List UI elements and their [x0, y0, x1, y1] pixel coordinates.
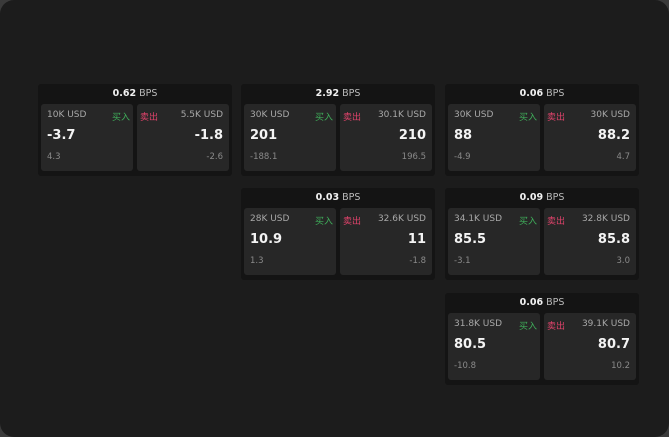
buy-label: 买入 [314, 113, 333, 123]
spread-header: 0.03 BPS [241, 188, 435, 208]
buy-price: 201 [250, 128, 278, 143]
sell-change: -1.8 [409, 256, 426, 266]
sell-label: 卖出 [343, 217, 362, 227]
spread-header: 0.09 BPS [445, 188, 639, 208]
buy-change: -4.9 [454, 152, 471, 162]
buy-change: 1.3 [250, 256, 264, 266]
buy-price: 85.5 [454, 232, 487, 247]
buy-label: 买入 [111, 113, 130, 123]
sell-price: 210 [398, 128, 426, 143]
sell-change: 4.7 [616, 152, 630, 162]
spread-value: 0.09 [519, 192, 544, 203]
buy-change: -188.1 [250, 152, 278, 162]
sell-price: 11 [407, 232, 426, 247]
buy-label: 买入 [518, 322, 537, 332]
buy-quote[interactable]: 10K USD 买入 -3.7 4.3 [41, 104, 133, 171]
buy-quantity: 28K USD [250, 214, 290, 224]
buy-quantity: 30K USD [250, 110, 290, 120]
spread-unit: BPS [546, 192, 565, 203]
sell-quote[interactable]: 32.6K USD 卖出 11 -1.8 [340, 208, 432, 275]
sell-change: -2.6 [206, 152, 223, 162]
sell-label: 卖出 [547, 217, 566, 227]
buy-label: 买入 [314, 217, 333, 227]
spread-header: 2.92 BPS [241, 84, 435, 104]
buy-change: 4.3 [47, 152, 61, 162]
buy-quantity: 31.8K USD [454, 319, 503, 329]
spread-unit: BPS [342, 88, 361, 99]
sell-price: 80.7 [597, 337, 630, 352]
buy-price: 10.9 [250, 232, 283, 247]
quote-panel: 2.92 BPS 30K USD 买入 201 -188.1 30.1K USD … [241, 84, 435, 176]
sell-quote[interactable]: 30K USD 卖出 88.2 4.7 [544, 104, 636, 171]
buy-label: 买入 [518, 113, 537, 123]
sell-label: 卖出 [140, 113, 159, 123]
buy-quote[interactable]: 34.1K USD 买入 85.5 -3.1 [448, 208, 540, 275]
buy-price: -3.7 [47, 128, 76, 143]
spread-unit: BPS [139, 88, 158, 99]
sell-quantity: 30K USD [590, 110, 630, 120]
quote-panel: 0.06 BPS 31.8K USD 买入 80.5 -10.8 39.1K US… [445, 293, 639, 385]
sell-change: 10.2 [611, 361, 630, 371]
buy-price: 80.5 [454, 337, 487, 352]
sell-label: 卖出 [343, 113, 362, 123]
buy-change: -3.1 [454, 256, 471, 266]
sell-quantity: 5.5K USD [180, 110, 223, 120]
buy-change: -10.8 [454, 361, 476, 371]
quote-panel: 0.06 BPS 30K USD 买入 88 -4.9 30K USD 卖出 88… [445, 84, 639, 176]
sell-quantity: 32.8K USD [581, 214, 630, 224]
spread-value: 0.03 [315, 192, 340, 203]
spread-value: 2.92 [315, 88, 340, 99]
spread-unit: BPS [342, 192, 361, 203]
spread-value: 0.06 [519, 297, 544, 308]
buy-quantity: 34.1K USD [454, 214, 503, 224]
spread-unit: BPS [546, 88, 565, 99]
spread-value: 0.62 [112, 88, 137, 99]
buy-price: 88 [454, 128, 473, 143]
buy-quote[interactable]: 30K USD 买入 201 -188.1 [244, 104, 336, 171]
sell-quantity: 39.1K USD [581, 319, 630, 329]
sell-quote[interactable]: 30.1K USD 卖出 210 196.5 [340, 104, 432, 171]
buy-quantity: 30K USD [454, 110, 494, 120]
spread-value: 0.06 [519, 88, 544, 99]
sell-change: 196.5 [401, 152, 426, 162]
quote-panel: 0.03 BPS 28K USD 买入 10.9 1.3 32.6K USD 卖出… [241, 188, 435, 280]
sell-quote[interactable]: 5.5K USD 卖出 -1.8 -2.6 [137, 104, 229, 171]
buy-quote[interactable]: 31.8K USD 买入 80.5 -10.8 [448, 313, 540, 380]
sell-label: 卖出 [547, 322, 566, 332]
sell-price: 88.2 [597, 128, 630, 143]
buy-label: 买入 [518, 217, 537, 227]
sell-price: -1.8 [194, 128, 223, 143]
spread-header: 0.06 BPS [445, 84, 639, 104]
quote-panel: 0.09 BPS 34.1K USD 买入 85.5 -3.1 32.8K USD… [445, 188, 639, 280]
sell-change: 3.0 [616, 256, 630, 266]
sell-quantity: 30.1K USD [377, 110, 426, 120]
sell-label: 卖出 [547, 113, 566, 123]
spread-header: 0.62 BPS [38, 84, 232, 104]
buy-quantity: 10K USD [47, 110, 87, 120]
sell-quote[interactable]: 32.8K USD 卖出 85.8 3.0 [544, 208, 636, 275]
quote-panel: 0.62 BPS 10K USD 买入 -3.7 4.3 5.5K USD 卖出 … [38, 84, 232, 176]
spread-header: 0.06 BPS [445, 293, 639, 313]
sell-quantity: 32.6K USD [377, 214, 426, 224]
buy-quote[interactable]: 30K USD 买入 88 -4.9 [448, 104, 540, 171]
spread-unit: BPS [546, 297, 565, 308]
sell-price: 85.8 [597, 232, 630, 247]
sell-quote[interactable]: 39.1K USD 卖出 80.7 10.2 [544, 313, 636, 380]
buy-quote[interactable]: 28K USD 买入 10.9 1.3 [244, 208, 336, 275]
